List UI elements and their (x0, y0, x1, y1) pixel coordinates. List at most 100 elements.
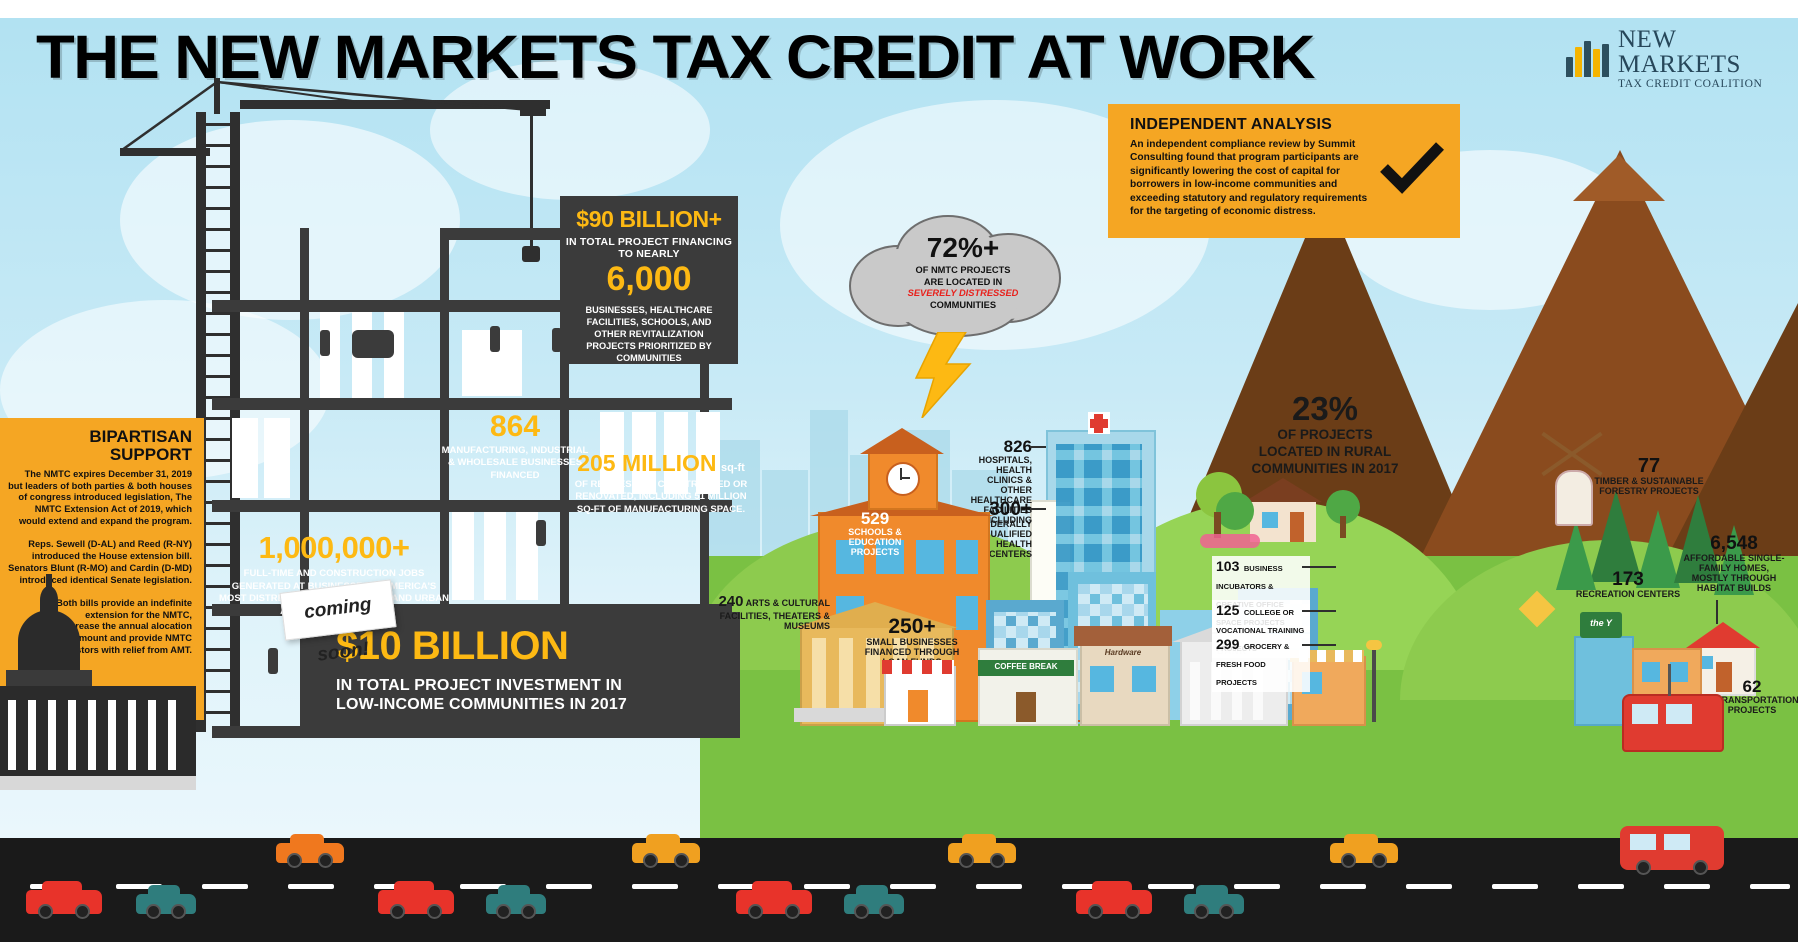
stat-health-centers-body: FEDERALLY QUALIFIED HEALTH CENTERS (978, 519, 1032, 560)
independent-analysis-box: INDEPENDENT ANALYSIS An independent comp… (1108, 104, 1460, 238)
crane-hook (522, 246, 540, 262)
road-dash (1664, 884, 1710, 889)
jobs-number: 1,000,000+ (258, 530, 410, 565)
car-icon (1330, 834, 1398, 868)
house-window-icon (1700, 656, 1713, 669)
financing-sub2: TO NEARLY (618, 248, 680, 260)
stat-transportation: 62 TRANSPORTATION PROJECTS (1716, 677, 1798, 715)
stat-incubators-number: 103 (1216, 558, 1240, 574)
farmhouse-roof-icon (1244, 478, 1322, 502)
road-dash (288, 884, 334, 889)
realestate-number: 205 MILLION (577, 450, 717, 476)
cloud-stat-line4: COMMUNITIES (929, 299, 997, 310)
stat-grocery-number: 299 (1216, 636, 1240, 652)
worker-silhouette (536, 520, 546, 546)
crane-cables-icon (121, 80, 531, 152)
building-glass-panel (452, 512, 474, 600)
crane-hoist-cable (530, 116, 533, 246)
building-glass-panel (484, 512, 506, 600)
farmhouse-window-icon (1262, 512, 1278, 528)
building-glass-panel (264, 418, 290, 498)
stat-housing-number: 6,548 (1710, 533, 1758, 554)
cloud-stat-line1: OF NMTC PROJECTS (915, 265, 1011, 275)
road (0, 838, 1798, 942)
tram-icon (1620, 826, 1724, 875)
crane-counter-jib (120, 148, 210, 156)
connector-line (1716, 600, 1718, 624)
flower-patch-icon (1200, 534, 1260, 548)
road-dash (976, 884, 1022, 889)
stat-arts-body: ARTS & CULTURAL FACILITIES, THEATERS & M… (719, 598, 830, 631)
investment-number: $10 BILLION (336, 624, 569, 668)
stat-forestry-body: TIMBER & SUSTAINABLE FORESTRY PROJECTS (1594, 476, 1704, 497)
building-glass-panel (232, 418, 258, 498)
school-window (836, 540, 864, 574)
stat-health-centers: 300+ FEDERALLY QUALIFIED HEALTH CENTERS (958, 500, 1032, 559)
road-dash (116, 884, 162, 889)
building-glass-panel (516, 512, 538, 600)
logo-title: NEW MARKETS (1618, 26, 1741, 78)
bg-cloud-5 (430, 60, 710, 200)
car-icon (948, 834, 1016, 868)
car-icon (1076, 881, 1152, 919)
school-window (956, 540, 978, 574)
stat-transportation-number: 62 (1742, 677, 1762, 696)
building-frame-slab (212, 500, 732, 512)
connector-line (1030, 508, 1046, 510)
stat-grocery-body: GROCERY & FRESH FOOD PROJECTS (1216, 642, 1290, 687)
stat-forestry: 77 TIMBER & SUSTAINABLE FORESTRY PROJECT… (1594, 456, 1704, 496)
tram-window (1632, 704, 1658, 724)
stat-recreation-number: 173 (1612, 569, 1644, 590)
independent-title: INDEPENDENT ANALYSIS (1130, 116, 1332, 133)
stat-arts: 240 ARTS & CULTURAL FACILITIES, THEATERS… (700, 593, 830, 631)
rural-line2: LOCATED IN RURAL (1258, 443, 1392, 459)
stat-small-business-number: 250+ (888, 615, 936, 638)
house-roof-icon (1686, 622, 1760, 648)
car-icon (632, 834, 700, 868)
financing-sub1: IN TOTAL PROJECT FINANCING (565, 236, 733, 248)
street-lamp-head-icon (1366, 640, 1382, 650)
investment-line1: IN TOTAL PROJECT INVESTMENT IN (336, 677, 623, 694)
check-icon (1380, 142, 1444, 194)
street-lamp-icon (1372, 646, 1376, 722)
building-frame-column (560, 228, 569, 738)
conifer-tree (1556, 520, 1596, 590)
farmhouse-icon (1250, 500, 1316, 542)
cloud-stat-number: 72%+ (926, 232, 1000, 263)
manufacturing-body: MANUFACTURING, INDUSTRIAL & WHOLESALE BU… (441, 445, 589, 481)
rural-number: 23% (1291, 390, 1359, 427)
shop-awning-icon (882, 660, 954, 674)
building-frame-column (300, 228, 309, 738)
crane-trolley (520, 106, 546, 116)
independent-body: An independent compliance review by Summ… (1130, 139, 1368, 218)
stat-health-centers-number: 300+ (989, 499, 1032, 520)
stat-forestry-number: 77 (1637, 455, 1661, 477)
stat-schools-body: SCHOOLS & EDUCATION PROJECTS (848, 527, 902, 558)
car-icon (844, 885, 904, 919)
ymca-label: the Y (1590, 618, 1612, 628)
financing-big-number: 6,000 (606, 260, 692, 298)
crane-lattice (206, 112, 230, 732)
financing-body: BUSINESSES, HEALTHCARE FACILITIES, SCHOO… (585, 304, 713, 364)
realestate-body: OF REAL ESTATE CONSTRUCTED OR RENOVATED,… (574, 479, 748, 515)
real-estate-stat: 205 MILLION sq-ft OF REAL ESTATE CONSTRU… (566, 452, 756, 516)
building-frame-slab (212, 398, 732, 410)
windmill-icon (1555, 470, 1593, 526)
road-dash (1234, 884, 1280, 889)
investment-line2: LOW-INCOME COMMUNITIES IN 2017 (336, 696, 628, 713)
building-glass-panel (632, 412, 656, 494)
stat-housing: 6,548 AFFORDABLE SINGLE-FAMILY HOMES, MO… (1680, 534, 1788, 593)
road-dash (890, 884, 936, 889)
building-glass-panel (600, 412, 624, 494)
conifer-tree (1636, 510, 1680, 588)
connector-line (1302, 566, 1336, 568)
connector-line (1030, 446, 1046, 448)
road-dash (460, 884, 506, 889)
road-dash (1750, 884, 1790, 889)
house-door-icon (1716, 662, 1732, 692)
manufacturing-number: 864 (489, 410, 541, 443)
cloud-stat-line2: ARE LOCATED IN (923, 276, 1003, 287)
rural-line3: COMMUNITIES IN 2017 (1251, 460, 1399, 476)
road-dash (1492, 884, 1538, 889)
